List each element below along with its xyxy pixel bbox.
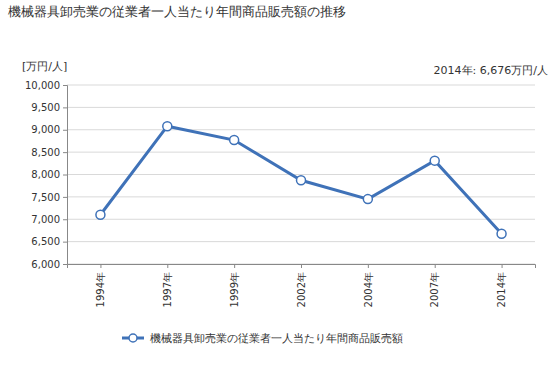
title: 機械器具卸売業の従業者一人当たり年間商品販売額の推移 — [8, 4, 346, 19]
x-tick: 2014年 — [496, 264, 507, 307]
x-tick-mark — [301, 264, 302, 268]
y-tick: 7,000 — [31, 214, 67, 225]
x-tick: 2004年 — [363, 264, 374, 307]
y-tick-mark — [63, 130, 67, 131]
grid-line — [67, 241, 535, 242]
series-line — [100, 126, 501, 234]
y-tick: 8,000 — [31, 169, 67, 180]
y-tick: 10,000 — [25, 80, 67, 91]
x-tick: 1999年 — [229, 264, 240, 307]
y-tick-label: 8,500 — [31, 147, 60, 158]
x-tick-label: 2002年 — [296, 272, 307, 307]
plot-area — [96, 122, 506, 239]
y-tick-mark — [63, 219, 67, 220]
y-axis: 6,000 6,500 7,000 7,500 8,000 8,500 9,000 9,500… — [25, 80, 68, 270]
x-tick-label: 2007年 — [429, 272, 440, 307]
annotation: 2014年: 6,676万円/人 — [434, 64, 548, 77]
y-tick-label: 6,000 — [31, 259, 60, 270]
x-tick-mark — [368, 264, 369, 268]
y-axis-line — [63, 86, 68, 265]
grid-line — [67, 85, 535, 86]
grid-line — [67, 129, 535, 130]
x-tick: 1997年 — [162, 264, 173, 307]
x-axis-line — [68, 265, 536, 269]
legend-label: 機械器具卸売業の従業者一人当たり年間商品販売額 — [150, 332, 403, 345]
y-tick-label: 10,000 — [25, 80, 60, 91]
grid-line — [67, 107, 535, 108]
y-tick-mark — [63, 152, 67, 153]
x-tick-label: 2004年 — [363, 272, 374, 307]
grid-line — [67, 219, 535, 220]
x-tick: 1994年 — [95, 264, 106, 307]
point — [230, 136, 239, 145]
y-tick-label: 8,000 — [31, 169, 60, 180]
point — [430, 156, 439, 165]
point — [96, 210, 105, 219]
point — [363, 195, 372, 204]
x-tick-mark — [100, 264, 101, 268]
x-tick-label: 1997年 — [162, 272, 173, 307]
y-tick-mark — [63, 107, 67, 108]
y-tick-label: 9,000 — [31, 124, 60, 135]
y-tick-label: 7,500 — [31, 192, 60, 203]
legend: 機械器具卸売業の従業者一人当たり年間商品販売額 — [122, 332, 403, 345]
y-tick-label: 9,500 — [31, 102, 60, 113]
y-tick-mark — [63, 197, 67, 198]
x-tick-label: 1994年 — [95, 272, 106, 307]
x-axis: 1994年 1997年 1999年 2002年 2004年 2007年 2014年 — [68, 264, 536, 307]
y-tick-mark — [63, 242, 67, 243]
y-tick: 6,000 — [31, 259, 67, 270]
y-tick-mark — [63, 85, 67, 86]
y-tick: 9,000 — [31, 124, 67, 135]
y-tick-label: 7,000 — [31, 214, 60, 225]
grid-line — [67, 174, 535, 175]
grid-line — [67, 196, 535, 197]
y-tick: 7,500 — [31, 192, 67, 203]
legend-marker — [129, 334, 137, 342]
point — [163, 122, 172, 131]
x-tick-mark — [435, 264, 436, 268]
point — [297, 176, 306, 185]
y-tick: 6,500 — [31, 236, 67, 247]
grid-line — [67, 152, 535, 153]
y-tick: 9,500 — [31, 102, 67, 113]
y-tick-mark — [63, 264, 67, 265]
x-tick-label: 1999年 — [229, 272, 240, 307]
x-tick-mark — [234, 264, 235, 268]
y-tick-mark — [63, 175, 67, 176]
x-tick-mark — [502, 264, 503, 268]
point — [497, 229, 506, 238]
x-tick-mark — [167, 264, 168, 268]
y-tick-label: 6,500 — [31, 236, 60, 247]
chart: 機械器具卸売業の従業者一人当たり年間商品販売額の推移 [万円/人] 2014年: 6… — [0, 0, 560, 366]
grid — [67, 85, 535, 264]
x-tick: 2002年 — [296, 264, 307, 307]
x-tick: 2007年 — [429, 264, 440, 307]
x-tick-label: 2014年 — [496, 272, 507, 307]
y-label: [万円/人] — [22, 60, 67, 73]
y-tick: 8,500 — [31, 147, 67, 158]
